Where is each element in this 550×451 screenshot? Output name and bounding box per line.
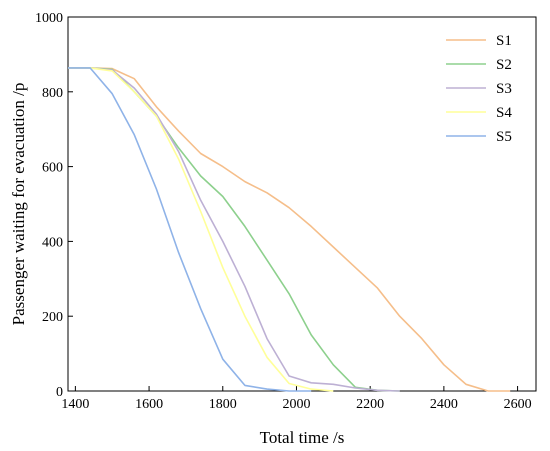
series-line-s3 [68,67,400,392]
x-tick-label-1400: 1400 [61,397,89,412]
y-tick-label-400: 400 [42,235,63,250]
x-tick-label-1800: 1800 [209,397,237,412]
legend-label-s4: S4 [496,105,512,121]
y-tick-label-800: 800 [42,86,63,101]
series-line-s4 [68,67,334,392]
legend-label-s3: S3 [496,81,512,97]
series-line-s1 [68,67,511,392]
y-tick-label-200: 200 [42,310,63,325]
y-tick-label-1000: 1000 [35,11,63,26]
legend-label-s5: S5 [496,129,512,145]
x-axis-title: Total time /s [260,428,345,447]
x-tick-label-2000: 2000 [282,397,310,412]
y-tick-label-600: 600 [42,161,63,176]
x-tick-label-2400: 2400 [430,397,458,412]
x-tick-label-1600: 1600 [135,397,163,412]
y-axis-title: Passenger waiting for evacuation /p [9,83,28,326]
x-tick-label-2600: 2600 [504,397,532,412]
series-line-s5 [68,67,312,392]
legend-label-s1: S1 [496,33,512,49]
series-line-s2 [68,67,400,392]
y-tick-label-0: 0 [56,385,63,400]
axis-ticks: 1400 1600 1800 2000 2200 2400 2600 0 200 400 600 80… [35,11,532,412]
x-tick-label-2200: 2200 [356,397,384,412]
plot-frame [67,16,537,392]
legend: S1 S2 S3 S4 S5 [446,33,512,145]
series-lines [68,67,511,392]
legend-label-s2: S2 [496,57,512,73]
